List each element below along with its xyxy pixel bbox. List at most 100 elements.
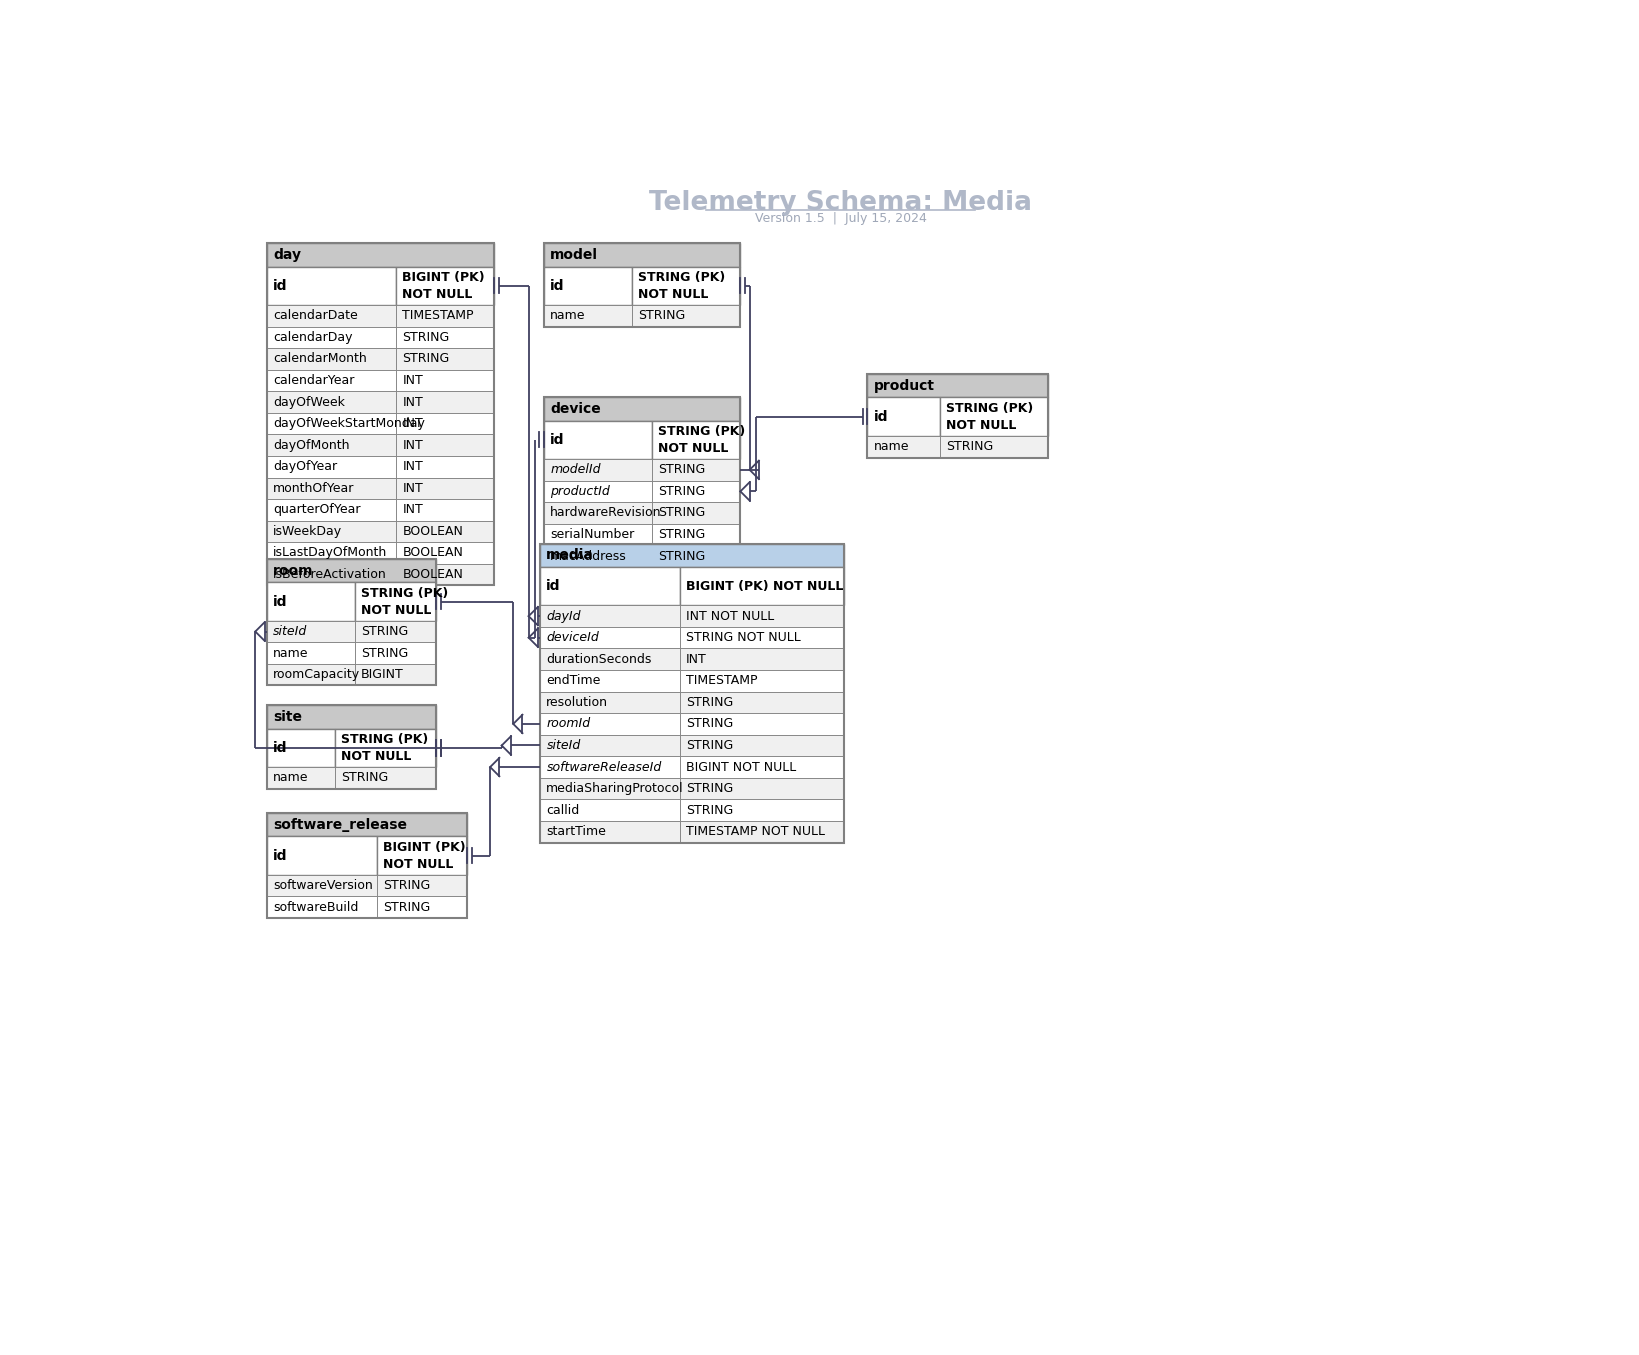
Text: STRING: STRING: [657, 550, 705, 562]
Bar: [397, 457, 493, 477]
Bar: [267, 560, 436, 583]
Text: TIMESTAMP: TIMESTAMP: [402, 309, 474, 322]
Bar: [539, 691, 679, 713]
Bar: [679, 756, 844, 778]
Text: STRING: STRING: [946, 440, 993, 453]
Bar: [267, 813, 467, 836]
Bar: [397, 542, 493, 564]
Bar: [397, 392, 493, 413]
Bar: [679, 713, 844, 734]
Bar: [397, 499, 493, 520]
Bar: [334, 729, 436, 767]
Text: device: device: [549, 402, 600, 416]
Text: STRING: STRING: [685, 804, 733, 817]
Text: STRING: STRING: [657, 507, 705, 519]
Bar: [267, 897, 377, 917]
Text: calendarMonth: calendarMonth: [272, 352, 367, 366]
Text: BIGINT (PK)
NOT NULL: BIGINT (PK) NOT NULL: [384, 840, 465, 871]
Bar: [539, 778, 679, 799]
Text: id: id: [874, 409, 888, 424]
Text: site: site: [272, 710, 302, 724]
Text: STRING: STRING: [685, 738, 733, 752]
Bar: [544, 420, 651, 459]
Text: BOOLEAN: BOOLEAN: [402, 568, 462, 581]
Text: INT: INT: [402, 417, 423, 430]
Bar: [539, 756, 679, 778]
Text: quarterOfYear: quarterOfYear: [272, 503, 361, 516]
Bar: [267, 457, 397, 477]
Bar: [267, 542, 397, 564]
Bar: [267, 348, 397, 370]
Text: dayOfWeekStartMonday: dayOfWeekStartMonday: [272, 417, 425, 430]
Bar: [267, 327, 397, 348]
Bar: [267, 875, 377, 897]
Text: INT: INT: [402, 396, 423, 409]
Bar: [267, 267, 397, 305]
Bar: [679, 778, 844, 799]
Bar: [651, 420, 739, 459]
Text: product: product: [874, 379, 934, 393]
Bar: [544, 524, 651, 545]
Bar: [939, 397, 1047, 436]
Text: STRING (PK)
NOT NULL: STRING (PK) NOT NULL: [657, 425, 744, 455]
Bar: [679, 799, 844, 821]
Bar: [867, 374, 1047, 397]
Text: id: id: [546, 579, 561, 593]
Bar: [939, 436, 1047, 458]
Bar: [544, 244, 739, 327]
Text: STRING: STRING: [685, 717, 733, 730]
Text: INT: INT: [402, 482, 423, 495]
Bar: [651, 524, 739, 545]
Bar: [377, 897, 467, 917]
Text: STRING (PK)
NOT NULL: STRING (PK) NOT NULL: [361, 587, 447, 617]
Text: STRING (PK)
NOT NULL: STRING (PK) NOT NULL: [638, 271, 724, 301]
Text: STRING NOT NULL: STRING NOT NULL: [685, 631, 800, 644]
Bar: [267, 706, 436, 789]
Bar: [267, 583, 354, 621]
Bar: [679, 627, 844, 649]
Bar: [544, 267, 631, 305]
Text: macAddress: macAddress: [549, 550, 626, 562]
Bar: [267, 244, 493, 267]
Bar: [679, 649, 844, 669]
Text: id: id: [272, 595, 287, 608]
Bar: [267, 729, 334, 767]
Bar: [651, 545, 739, 566]
Text: Telemetry Schema: Media: Telemetry Schema: Media: [649, 190, 1031, 215]
Bar: [397, 348, 493, 370]
Text: resolution: resolution: [546, 696, 608, 709]
Bar: [397, 370, 493, 392]
Text: deviceId: deviceId: [546, 631, 598, 644]
Text: durationSeconds: durationSeconds: [546, 653, 651, 665]
Bar: [267, 499, 397, 520]
Text: STRING: STRING: [657, 485, 705, 497]
Bar: [397, 327, 493, 348]
Text: dayOfWeek: dayOfWeek: [272, 396, 344, 409]
Bar: [867, 436, 939, 458]
Text: dayId: dayId: [546, 610, 580, 623]
Text: day: day: [272, 248, 302, 262]
Bar: [354, 583, 436, 621]
Bar: [539, 713, 679, 734]
Bar: [397, 305, 493, 327]
Bar: [267, 435, 397, 457]
Text: name: name: [874, 440, 908, 453]
Text: STRING: STRING: [361, 646, 408, 660]
Bar: [679, 566, 844, 606]
Text: serialNumber: serialNumber: [549, 528, 634, 541]
Bar: [397, 477, 493, 499]
Bar: [539, 734, 679, 756]
Text: INT NOT NULL: INT NOT NULL: [685, 610, 774, 623]
Text: productId: productId: [549, 485, 610, 497]
Bar: [267, 621, 354, 642]
Bar: [539, 799, 679, 821]
Bar: [397, 564, 493, 585]
Bar: [354, 642, 436, 664]
Bar: [267, 244, 493, 585]
Bar: [544, 305, 631, 327]
Text: STRING: STRING: [384, 901, 429, 913]
Bar: [334, 767, 436, 789]
Bar: [377, 836, 467, 875]
Text: room: room: [272, 564, 313, 577]
Text: modelId: modelId: [549, 463, 600, 477]
